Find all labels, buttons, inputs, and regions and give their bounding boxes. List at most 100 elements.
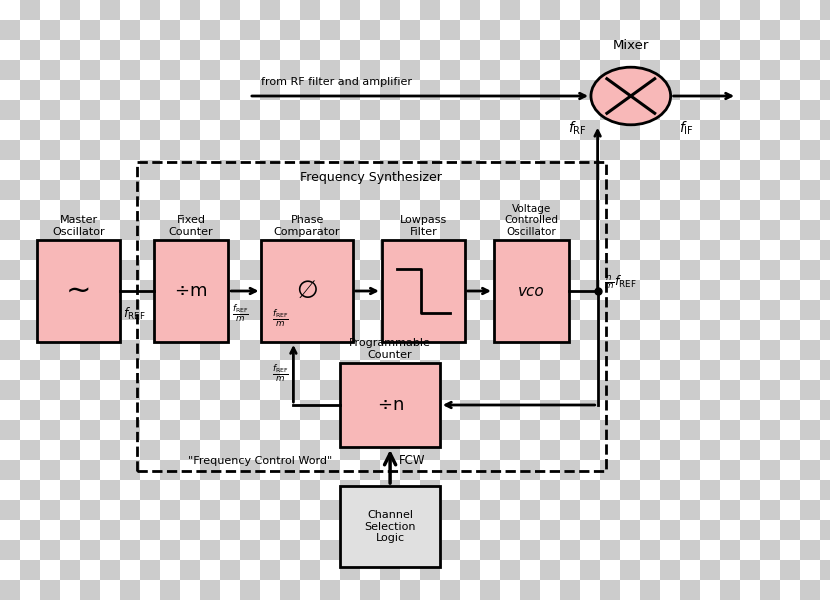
Bar <box>700 200 720 220</box>
Bar <box>320 120 340 140</box>
Bar <box>80 560 100 580</box>
Bar <box>460 520 480 540</box>
Bar <box>200 280 220 300</box>
Bar <box>400 200 420 220</box>
Bar <box>420 440 440 460</box>
Bar <box>280 40 300 60</box>
Bar <box>640 280 660 300</box>
Bar <box>520 220 540 240</box>
Bar <box>740 80 760 100</box>
Bar <box>300 320 320 340</box>
Bar <box>580 260 600 280</box>
Bar <box>620 460 640 480</box>
Bar <box>420 20 440 40</box>
Bar <box>340 240 360 260</box>
Bar <box>40 540 60 560</box>
Bar <box>180 580 200 600</box>
Bar <box>140 80 160 100</box>
Bar <box>480 160 500 180</box>
Bar <box>480 180 500 200</box>
Bar <box>380 340 400 360</box>
Bar <box>380 80 400 100</box>
Bar <box>560 460 580 480</box>
Bar <box>700 160 720 180</box>
Bar <box>400 460 420 480</box>
Bar <box>720 420 740 440</box>
Bar <box>40 560 60 580</box>
Bar <box>360 100 380 120</box>
Bar <box>740 0 760 20</box>
Bar <box>260 440 280 460</box>
Bar <box>220 420 240 440</box>
Bar <box>700 440 720 460</box>
Bar <box>580 320 600 340</box>
Bar <box>40 280 60 300</box>
Bar <box>180 60 200 80</box>
Text: Mixer: Mixer <box>613 39 649 52</box>
Bar <box>720 60 740 80</box>
Bar <box>220 100 240 120</box>
Bar <box>660 240 680 260</box>
Bar <box>100 560 120 580</box>
Bar <box>540 100 560 120</box>
Bar <box>780 80 800 100</box>
Bar <box>480 580 500 600</box>
Bar <box>640 320 660 340</box>
Bar <box>780 280 800 300</box>
Bar <box>520 540 540 560</box>
Bar <box>60 520 80 540</box>
Bar <box>800 500 820 520</box>
Bar <box>260 400 280 420</box>
Bar <box>440 500 460 520</box>
Bar <box>760 480 780 500</box>
Bar <box>220 280 240 300</box>
Bar <box>220 440 240 460</box>
Bar <box>100 580 120 600</box>
Bar <box>460 360 480 380</box>
Bar <box>580 460 600 480</box>
Bar <box>820 220 830 240</box>
Bar <box>720 540 740 560</box>
Bar <box>660 140 680 160</box>
Bar <box>620 120 640 140</box>
Bar <box>440 80 460 100</box>
Bar <box>480 20 500 40</box>
Bar <box>460 160 480 180</box>
Bar <box>740 420 760 440</box>
Bar <box>400 580 420 600</box>
Bar <box>240 440 260 460</box>
Bar <box>540 440 560 460</box>
Bar <box>60 220 80 240</box>
Bar <box>540 220 560 240</box>
Bar <box>600 440 620 460</box>
Bar <box>800 580 820 600</box>
Bar <box>380 540 400 560</box>
Bar <box>540 560 560 580</box>
Bar <box>200 0 220 20</box>
Bar <box>180 380 200 400</box>
Bar <box>60 460 80 480</box>
Bar <box>320 380 340 400</box>
Bar <box>200 500 220 520</box>
Bar <box>660 520 680 540</box>
Bar <box>480 220 500 240</box>
Bar <box>200 260 220 280</box>
Bar <box>680 200 700 220</box>
Bar <box>220 140 240 160</box>
Bar <box>800 60 820 80</box>
Bar <box>520 340 540 360</box>
Bar <box>140 40 160 60</box>
Bar <box>680 460 700 480</box>
Bar <box>20 300 40 320</box>
Bar <box>680 220 700 240</box>
Bar <box>320 260 340 280</box>
Bar <box>340 320 360 340</box>
Bar <box>0 140 20 160</box>
Bar <box>640 220 660 240</box>
Bar <box>120 20 140 40</box>
Bar <box>760 100 780 120</box>
Bar <box>340 360 360 380</box>
Bar <box>480 40 500 60</box>
Bar <box>560 80 580 100</box>
Bar <box>400 160 420 180</box>
